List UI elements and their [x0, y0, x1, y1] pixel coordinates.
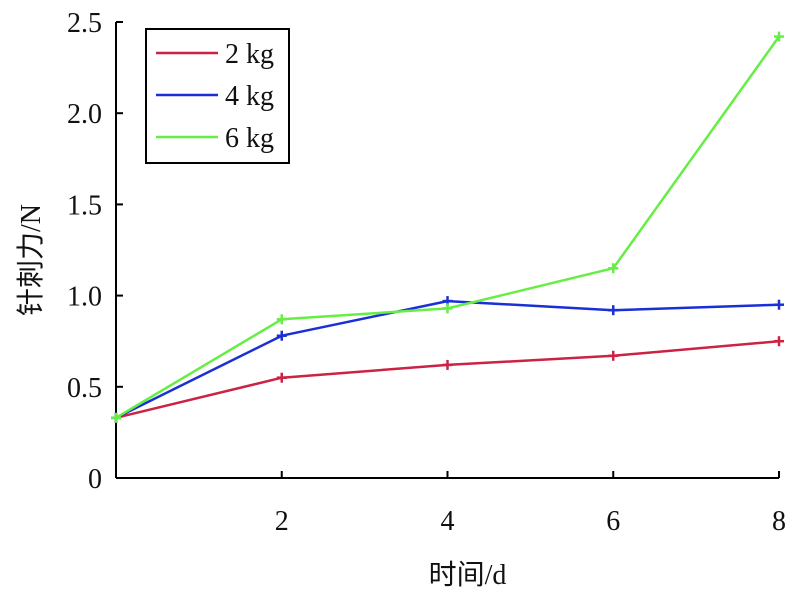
data-point	[276, 372, 287, 383]
series-6-kg	[111, 31, 784, 423]
y-tick-label: 2.5	[67, 8, 102, 39]
legend-item: 6 kg	[156, 123, 274, 154]
data-point	[774, 299, 784, 310]
legend-item: 4 kg	[156, 81, 274, 112]
data-point	[608, 350, 619, 361]
x-tick-label: 2	[275, 506, 289, 537]
y-tick-label: 1.5	[67, 190, 102, 221]
data-point	[774, 31, 784, 42]
x-axis-title: 时间/d	[429, 559, 507, 591]
y-tick-label: 0	[88, 464, 102, 495]
y-tick-label: 1.0	[67, 282, 102, 313]
legend-label: 4 kg	[225, 81, 274, 112]
series-layer	[111, 31, 784, 423]
y-tick-label: 0.5	[67, 373, 102, 404]
data-point	[608, 263, 619, 274]
data-point	[276, 330, 287, 341]
legend-label: 6 kg	[225, 123, 274, 154]
x-tick-label: 4	[441, 506, 455, 537]
axes: 0 0.5 1.0 1.5 2.0 2.5 2 4 6 8	[67, 8, 786, 537]
data-point	[608, 305, 619, 316]
legend-label: 2 kg	[225, 39, 274, 70]
data-point	[276, 314, 287, 325]
legend: 2 kg 4 kg 6 kg	[145, 28, 290, 164]
series-line	[115, 339, 780, 420]
data-point	[442, 359, 453, 370]
x-tick-label: 6	[606, 506, 620, 537]
y-tick-label: 2.0	[67, 99, 102, 130]
data-point	[111, 412, 121, 423]
x-tick-label: 8	[772, 506, 786, 537]
legend-item: 2 kg	[156, 39, 274, 70]
y-axis-title: 针刺力/N	[15, 204, 47, 316]
data-point	[442, 303, 453, 314]
series-2-kg	[111, 336, 784, 423]
data-point	[774, 336, 784, 347]
